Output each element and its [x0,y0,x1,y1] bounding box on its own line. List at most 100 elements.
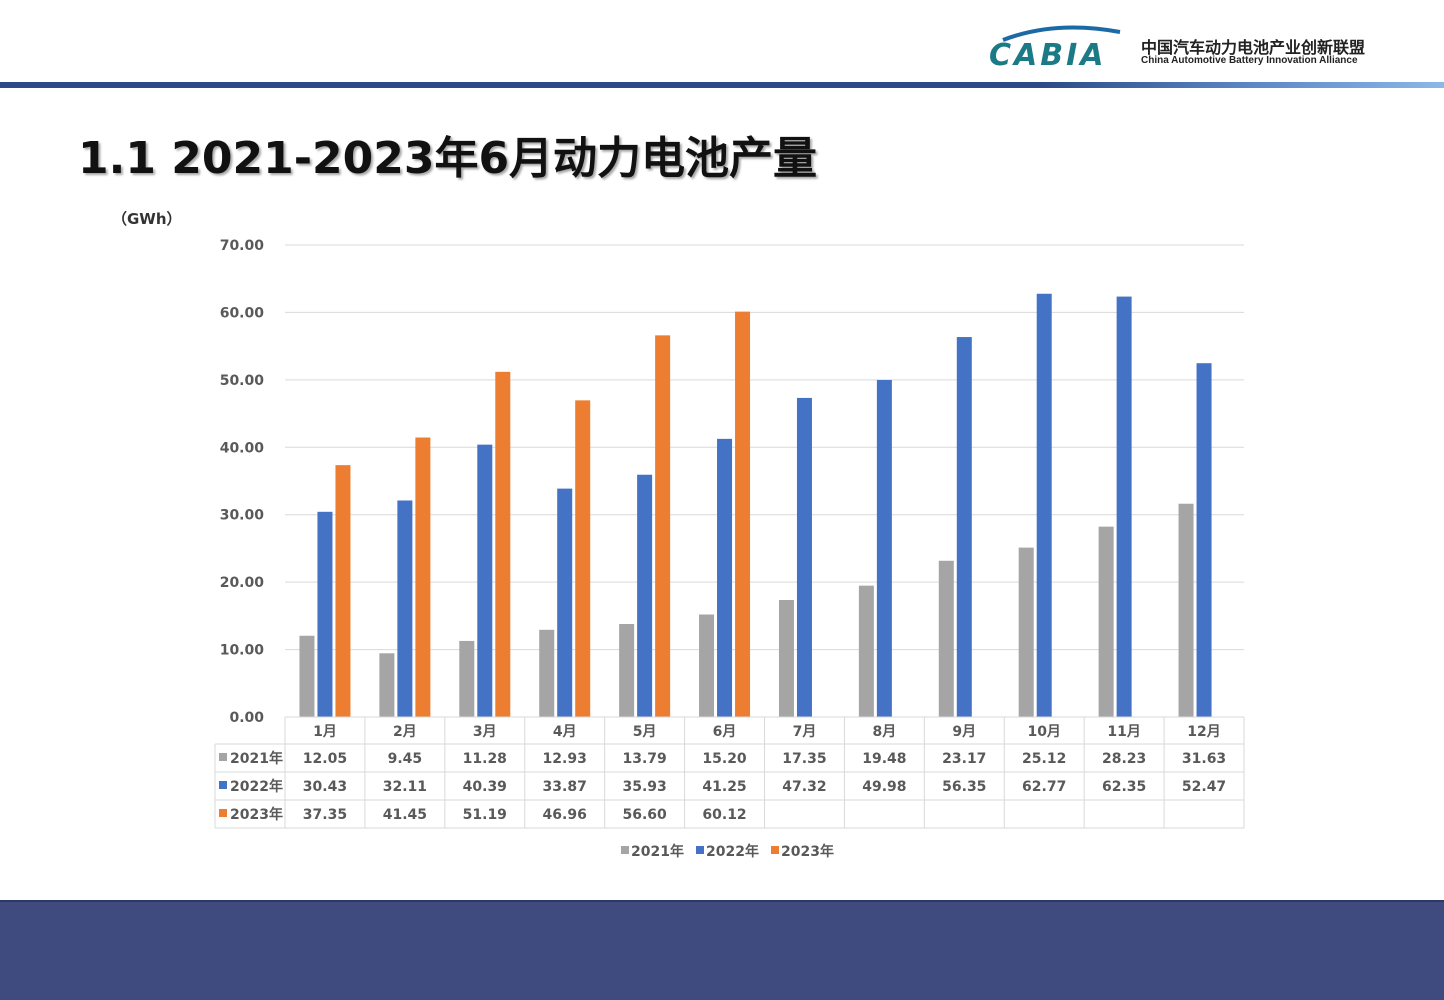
table-cell-value: 12.93 [543,751,587,767]
table-cell-value: 56.60 [622,807,667,823]
table-cell-value: 40.39 [463,779,507,795]
y-tick-label: 50.00 [220,373,265,389]
y-tick-label: 60.00 [220,305,265,321]
table-cell-value: 56.35 [942,779,986,795]
bar-2023年 [335,465,351,717]
table-cell-value: 25.12 [1022,751,1066,767]
bar-2022年 [637,474,653,717]
bar-2022年 [1116,296,1132,717]
page-title: 1.1 2021-2023年6月动力电池产量 [78,133,818,184]
bar-2023年 [735,311,751,717]
legend-marker [771,846,779,854]
table-cell-value: 23.17 [942,751,986,767]
y-tick-label: 70.00 [220,238,265,254]
table-legend-key [219,809,227,817]
table-cell-value: 33.87 [543,779,587,795]
logo-swoosh-icon [1002,25,1121,42]
bar-2021年 [858,585,874,717]
bar-2022年 [876,379,892,717]
bar-2023年 [415,437,431,717]
bar-2021年 [1178,503,1194,717]
bar-2022年 [956,337,972,717]
table-cell-value: 28.23 [1102,751,1146,767]
bar-2022年 [397,500,413,717]
org-name-en: China Automotive Battery Innovation Alli… [1141,55,1358,66]
bar-2022年 [1036,293,1052,717]
bar-2023年 [495,371,511,717]
category-label: 12月 [1187,724,1220,740]
category-label: 2月 [393,724,417,740]
bar-2022年 [1196,363,1212,717]
legend-label: 2022年 [706,843,759,860]
header-rule [0,82,1444,88]
category-label: 1月 [313,724,337,740]
category-label: 5月 [633,724,657,740]
category-label: 3月 [473,724,497,740]
table-row-label: 2022年 [230,778,283,795]
table-cell-value: 12.05 [303,751,347,767]
table-legend-key [219,753,227,761]
table-legend-key [219,781,227,789]
table-cell-value: 49.98 [862,779,906,795]
footer-band [0,902,1444,1000]
cabia-logo: CABIA 中国汽车动力电池产业创新联盟 China Automotive Ba… [985,22,1385,73]
unit-label: （GWh） [112,210,182,228]
table-cell-value: 62.35 [1102,779,1146,795]
table-cell-value: 41.25 [702,779,746,795]
legend-label: 2023年 [781,843,834,860]
table-cell-value: 51.19 [463,807,507,823]
table-cell-value: 52.47 [1182,779,1226,795]
bar-2022年 [717,438,733,717]
y-tick-label: 30.00 [220,508,265,524]
legend-marker [696,846,704,854]
y-tick-label: 20.00 [220,575,265,591]
category-label: 11月 [1107,724,1140,740]
table-cell-value: 35.93 [622,779,666,795]
bar-2021年 [778,600,794,717]
category-label: 7月 [793,724,817,740]
y-tick-label: 10.00 [220,643,265,659]
bar-2022年 [796,397,812,717]
bar-2021年 [379,653,395,717]
bar-2023年 [575,400,591,717]
table-cell-value: 46.96 [543,807,587,823]
table-cell-value: 41.45 [383,807,427,823]
bar-2023年 [655,335,671,717]
y-tick-label: 40.00 [220,440,265,456]
y-tick-label: 0.00 [229,710,264,726]
org-name-cn: 中国汽车动力电池产业创新联盟 [1141,38,1366,57]
table-cell-value: 30.43 [303,779,347,795]
table-row-label: 2023年 [230,806,283,823]
logo-wordmark: CABIA [989,38,1107,73]
table-cell-value: 17.35 [782,751,826,767]
table-cell-value: 47.32 [782,779,826,795]
table-cell-value: 19.48 [862,751,906,767]
bar-2021年 [539,629,555,717]
category-label: 9月 [952,724,976,740]
bar-2022年 [557,488,573,717]
table-row-label: 2021年 [230,750,283,767]
bar-2021年 [699,614,715,717]
category-label: 10月 [1027,724,1060,740]
category-label: 4月 [553,724,577,740]
bar-2021年 [299,635,315,717]
category-label: 8月 [873,724,897,740]
table-cell-value: 62.77 [1022,779,1066,795]
bar-2021年 [619,624,635,717]
bar-2021年 [1098,526,1114,717]
legend-label: 2021年 [631,843,684,860]
bar-2021年 [459,640,475,717]
table-cell-value: 15.20 [702,751,747,767]
legend-marker [621,846,629,854]
table-cell-value: 13.79 [622,751,666,767]
bar-2022年 [317,511,333,717]
table-cell-value: 60.12 [702,807,746,823]
table-cell-value: 31.63 [1182,751,1226,767]
category-label: 6月 [713,724,737,740]
footer-rule [0,900,1444,902]
bar-2021年 [1018,547,1034,717]
bar-2022年 [477,444,493,717]
table-cell-value: 32.11 [383,779,427,795]
table-cell-value: 37.35 [303,807,347,823]
table-cell-value: 11.28 [463,751,507,767]
